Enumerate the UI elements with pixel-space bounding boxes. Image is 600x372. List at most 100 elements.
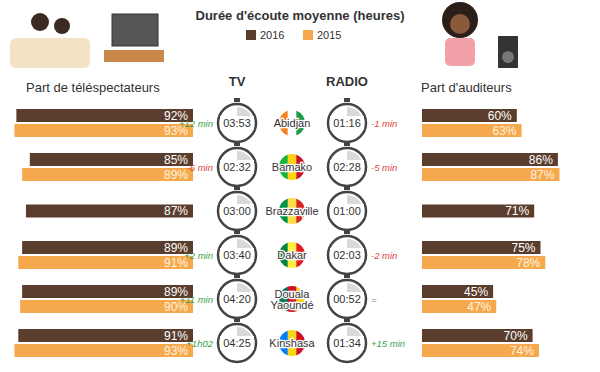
stopwatch	[218, 98, 256, 142]
stopwatch-knob	[234, 318, 240, 322]
bar	[20, 300, 193, 313]
stopwatch-face	[218, 236, 256, 274]
stopwatch-knob	[344, 98, 350, 102]
duration-label: 01:16	[333, 117, 361, 129]
bar	[30, 153, 193, 166]
stopwatch-label-bg	[330, 160, 364, 174]
medium-label: RADIO	[326, 74, 368, 89]
title: Durée d'écoute moyenne (heures)	[196, 8, 405, 23]
stopwatch	[328, 274, 366, 318]
stopwatch-face	[328, 104, 366, 142]
bar	[14, 344, 193, 357]
person	[442, 2, 478, 38]
change-label: +2 min	[184, 250, 213, 261]
bar	[16, 109, 193, 122]
bar	[422, 300, 496, 313]
category-label-line: Bamako	[272, 161, 312, 173]
stopwatch	[328, 142, 366, 186]
face	[450, 14, 470, 34]
speaker-cone	[502, 51, 514, 63]
tv-set	[112, 14, 158, 46]
stopwatch-label-bg	[220, 160, 254, 174]
stopwatch	[328, 186, 366, 230]
change-label: +1h02	[186, 338, 213, 349]
stopwatch-knob	[344, 230, 350, 234]
body	[445, 38, 475, 66]
category-label: Bamako	[272, 161, 312, 173]
category-label: Abidjan	[274, 117, 311, 129]
stopwatch-knob	[344, 142, 350, 146]
duration-label: 02:32	[223, 161, 251, 173]
stopwatch-label-bg	[330, 248, 364, 262]
data-label: 71%	[505, 204, 529, 218]
data-label: 89%	[164, 168, 188, 182]
category-label: Kinshasa	[269, 337, 315, 349]
change-label: -2 min	[371, 250, 397, 261]
stopwatch-knob	[234, 186, 240, 190]
change-label: +11 min	[180, 294, 213, 305]
stopwatch-label-bg	[330, 116, 364, 130]
change-label: +12 min	[179, 118, 213, 129]
data-label: 74%	[510, 344, 534, 358]
tv-stand	[104, 50, 164, 62]
stopwatch-knob	[234, 142, 240, 146]
duration-label: 02:28	[333, 161, 361, 173]
bar	[422, 153, 558, 166]
sofa	[10, 38, 90, 68]
legend-swatch	[303, 30, 313, 40]
stopwatch-face	[328, 192, 366, 230]
stopwatch-label-bg	[220, 204, 254, 218]
speaker	[498, 36, 518, 68]
bar	[422, 241, 541, 254]
panel-title: Part de téléspectateurs	[26, 80, 160, 95]
illustration	[10, 2, 518, 68]
stopwatch	[218, 230, 256, 274]
category-label-line: Dakar	[277, 249, 307, 261]
bar	[18, 256, 193, 269]
change-label: -1 min	[371, 118, 397, 129]
data-label: 75%	[511, 241, 535, 255]
data-labels: 60%63%86%87%71%75%78%45%47%70%74%	[464, 109, 555, 358]
stopwatch-label-bg	[330, 292, 364, 306]
bar	[422, 329, 533, 342]
data-label: 45%	[464, 285, 488, 299]
duration-label: 02:03	[333, 249, 361, 261]
stopwatch-face	[218, 148, 256, 186]
data-label: 78%	[516, 256, 540, 270]
bar	[422, 344, 539, 357]
data-label: 63%	[493, 124, 517, 138]
data-label: 86%	[529, 153, 553, 167]
stopwatch-label-bg	[330, 336, 364, 350]
bar	[14, 124, 193, 137]
bars	[422, 109, 559, 357]
bar	[422, 285, 493, 298]
stopwatch	[328, 230, 366, 274]
change-label: -6 min	[187, 162, 213, 173]
bar	[26, 205, 193, 218]
duration-label: 01:00	[333, 205, 361, 217]
medium-label: TV	[229, 74, 246, 89]
stopwatch-face	[218, 104, 256, 142]
data-labels: 92%93%85%89%87%89%91%89%90%91%93%	[164, 109, 188, 358]
data-label: 85%	[164, 153, 188, 167]
data-label: 93%	[164, 344, 188, 358]
legend-swatch	[246, 30, 256, 40]
stopwatch-face	[218, 324, 256, 362]
bar	[422, 109, 517, 122]
stopwatch-label-bg	[220, 336, 254, 350]
panel-title: Part d'auditeurs	[421, 80, 512, 95]
person	[54, 18, 70, 34]
change-label: =	[371, 294, 377, 305]
stopwatch-label-bg	[220, 292, 254, 306]
stopwatch-label-bg	[220, 116, 254, 130]
bar	[22, 285, 193, 298]
stopwatch	[218, 274, 256, 318]
stopwatch-face	[328, 324, 366, 362]
stopwatch	[218, 142, 256, 186]
change-label: +15 min	[371, 338, 405, 349]
stopwatch-knob	[234, 230, 240, 234]
stopwatch-knob	[344, 186, 350, 190]
stopwatch-knob	[234, 98, 240, 102]
stopwatch-face	[328, 236, 366, 274]
bar	[422, 205, 534, 218]
